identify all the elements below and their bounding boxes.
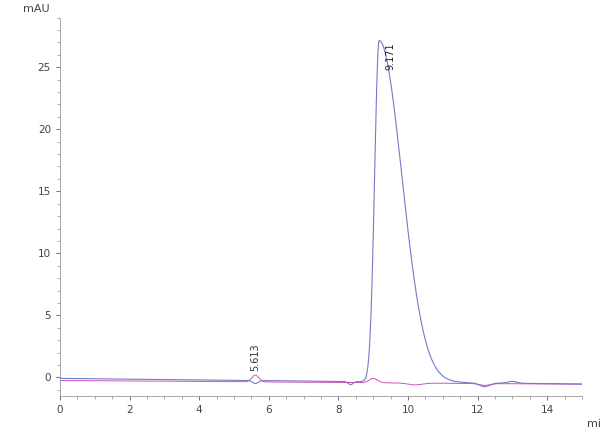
Text: 5.613: 5.613 xyxy=(250,343,260,370)
Text: mAU: mAU xyxy=(23,4,50,14)
Text: 9.171: 9.171 xyxy=(385,42,395,70)
Text: min: min xyxy=(587,419,600,429)
